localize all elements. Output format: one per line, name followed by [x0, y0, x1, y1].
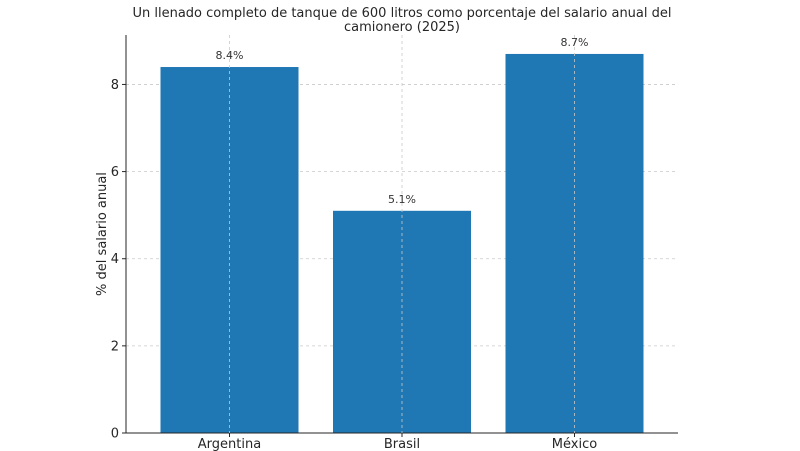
y-tick-label: 2 [111, 339, 119, 354]
x-tick-label: Brasil [384, 437, 420, 451]
y-tick-label: 0 [111, 427, 119, 442]
y-tick-label: 8 [111, 78, 119, 93]
chart-title-line-2: camionero (2025) [344, 20, 460, 35]
x-tick-label: Argentina [198, 437, 261, 451]
data-labels: 8.4% 5.1% 8.7% [216, 35, 589, 433]
y-axis-label: % del salario anual [95, 172, 110, 296]
data-label: 8.7% [561, 36, 589, 49]
data-label: 5.1% [388, 193, 416, 206]
y-tick-label: 6 [111, 165, 119, 180]
bars [160, 53, 644, 434]
axes: 0 2 4 6 8 Argentina Brasil México [111, 35, 678, 451]
y-tick-label: 4 [111, 252, 119, 267]
bar-brasil [333, 210, 471, 433]
x-tick-label: México [552, 437, 597, 451]
bar-méxico [505, 53, 644, 433]
chart-title-line-1: Un llenado completo de tanque de 600 lit… [132, 6, 671, 21]
data-label: 8.4% [216, 49, 244, 62]
